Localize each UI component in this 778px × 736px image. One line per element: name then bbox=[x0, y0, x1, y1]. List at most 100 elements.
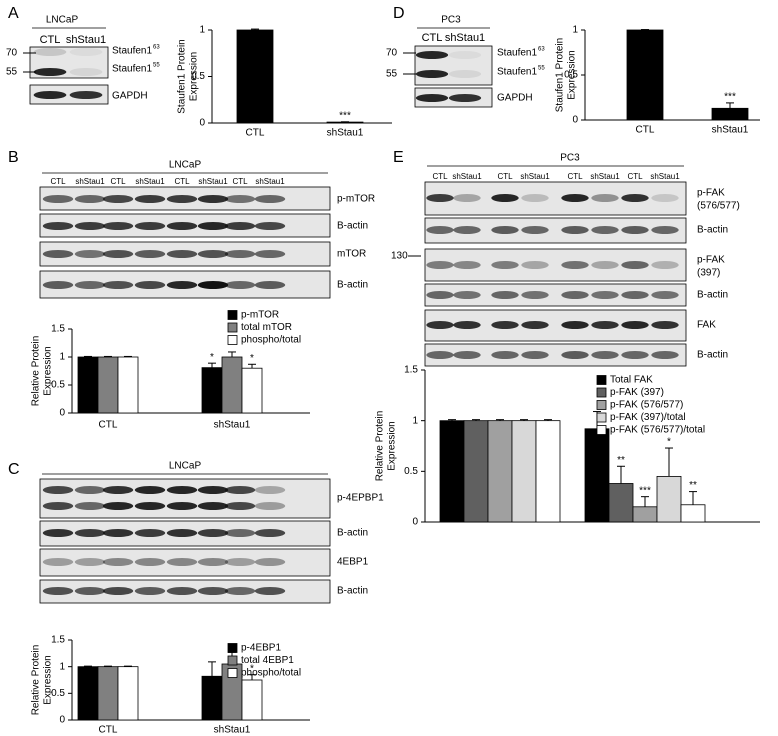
blot-band bbox=[224, 222, 256, 230]
blot-band bbox=[197, 558, 229, 566]
blot-box bbox=[424, 343, 687, 367]
y-tick-label: 1 bbox=[572, 25, 578, 36]
band-label-superscript: 55 bbox=[153, 63, 160, 69]
blot-band bbox=[42, 558, 74, 566]
blot-band bbox=[166, 502, 198, 510]
y-tick-label: 1.5 bbox=[51, 324, 65, 335]
blot-band bbox=[102, 250, 134, 258]
bar bbox=[626, 29, 664, 121]
blot-band bbox=[42, 250, 74, 258]
blot-band bbox=[224, 502, 256, 510]
band-label-superscript: 63 bbox=[538, 47, 545, 53]
blot-band bbox=[491, 321, 519, 329]
blot-band bbox=[224, 558, 256, 566]
band-label: FAK bbox=[697, 320, 716, 331]
blot-band bbox=[197, 502, 229, 510]
y-axis-label: Expression bbox=[43, 655, 54, 704]
blot-band bbox=[166, 587, 198, 595]
band-label: 4EBP1 bbox=[337, 557, 369, 568]
band-label: p-mTOR bbox=[337, 194, 375, 205]
band-label: B-actin bbox=[337, 586, 368, 597]
blot-band bbox=[33, 91, 67, 99]
blot-band bbox=[621, 321, 649, 329]
bar bbox=[584, 428, 610, 523]
blot-band bbox=[491, 226, 519, 234]
blot-band bbox=[42, 502, 74, 510]
y-tick-label: 0 bbox=[59, 408, 65, 419]
bar bbox=[201, 675, 223, 721]
blot-band bbox=[74, 281, 106, 289]
legend-swatch bbox=[596, 387, 607, 398]
x-tick-label: CTL bbox=[99, 420, 118, 431]
lane-label: CTL bbox=[497, 172, 513, 181]
blot-band bbox=[224, 195, 256, 203]
bar bbox=[117, 356, 139, 414]
y-tick-label: 0.5 bbox=[404, 466, 418, 477]
lane-label: shStau1 bbox=[135, 177, 165, 186]
y-tick-label: 1 bbox=[59, 661, 65, 672]
blot-band bbox=[254, 250, 286, 258]
band-label: B-actin bbox=[697, 290, 728, 301]
error-bar bbox=[496, 419, 504, 421]
band-label: Staufen1 bbox=[497, 48, 537, 59]
band-label-superscript: 55 bbox=[538, 66, 545, 72]
blot-band bbox=[561, 261, 589, 269]
blot-band bbox=[166, 250, 198, 258]
blot-band bbox=[134, 195, 166, 203]
band-label-superscript: 63 bbox=[153, 45, 160, 51]
y-axis-label: Expression bbox=[567, 50, 578, 99]
blot-band bbox=[42, 587, 74, 595]
blot-band bbox=[197, 587, 229, 595]
legend-swatch bbox=[227, 655, 238, 666]
bar bbox=[463, 420, 489, 523]
blot-band bbox=[491, 291, 519, 299]
legend-label: p-FAK (576/577) bbox=[610, 400, 683, 411]
cell-line-label: PC3 bbox=[441, 15, 461, 26]
blot-band bbox=[521, 291, 549, 299]
bar bbox=[221, 356, 243, 414]
blot-band bbox=[491, 261, 519, 269]
band-label: B-actin bbox=[337, 280, 368, 291]
blot-band bbox=[74, 502, 106, 510]
lane-label: CTL bbox=[422, 32, 443, 44]
legend-swatch bbox=[596, 375, 607, 385]
lane-label: shStau1 bbox=[452, 172, 482, 181]
error-bar bbox=[84, 665, 92, 667]
blot-band bbox=[166, 281, 198, 289]
error-bar bbox=[641, 496, 649, 507]
significance-label: * bbox=[210, 352, 214, 363]
band-label: Staufen1 bbox=[112, 46, 152, 57]
bar bbox=[241, 367, 263, 414]
blot-band bbox=[621, 226, 649, 234]
legend-label: p-FAK (397)/total bbox=[610, 412, 686, 423]
x-tick-label: CTL bbox=[246, 128, 265, 139]
blot-band bbox=[591, 291, 619, 299]
blot-band bbox=[134, 281, 166, 289]
x-tick-label: CTL bbox=[636, 125, 655, 136]
x-tick-label: shStau1 bbox=[327, 128, 364, 139]
legend-swatch bbox=[227, 668, 238, 678]
blot-band bbox=[74, 195, 106, 203]
blot-band bbox=[224, 529, 256, 537]
bar bbox=[97, 666, 119, 721]
blot-band bbox=[74, 250, 106, 258]
blot-band bbox=[166, 529, 198, 537]
error-bar bbox=[248, 363, 256, 369]
y-tick-label: 0.5 bbox=[51, 688, 65, 699]
blot-band bbox=[134, 558, 166, 566]
bar bbox=[632, 506, 658, 523]
blot-box bbox=[424, 283, 687, 307]
lane-label: shStau1 bbox=[255, 177, 285, 186]
bar bbox=[77, 356, 99, 414]
blot-band bbox=[69, 48, 103, 56]
blot-band bbox=[621, 194, 649, 202]
x-tick-label: shStau1 bbox=[214, 725, 251, 736]
bar bbox=[117, 666, 139, 721]
significance-label: *** bbox=[639, 485, 651, 496]
blot-band bbox=[42, 529, 74, 537]
y-tick-label: 1.5 bbox=[51, 635, 65, 646]
cell-line-label: LNCaP bbox=[169, 461, 202, 472]
y-tick-label: 0.5 bbox=[564, 70, 578, 81]
significance-label: *** bbox=[339, 110, 351, 121]
